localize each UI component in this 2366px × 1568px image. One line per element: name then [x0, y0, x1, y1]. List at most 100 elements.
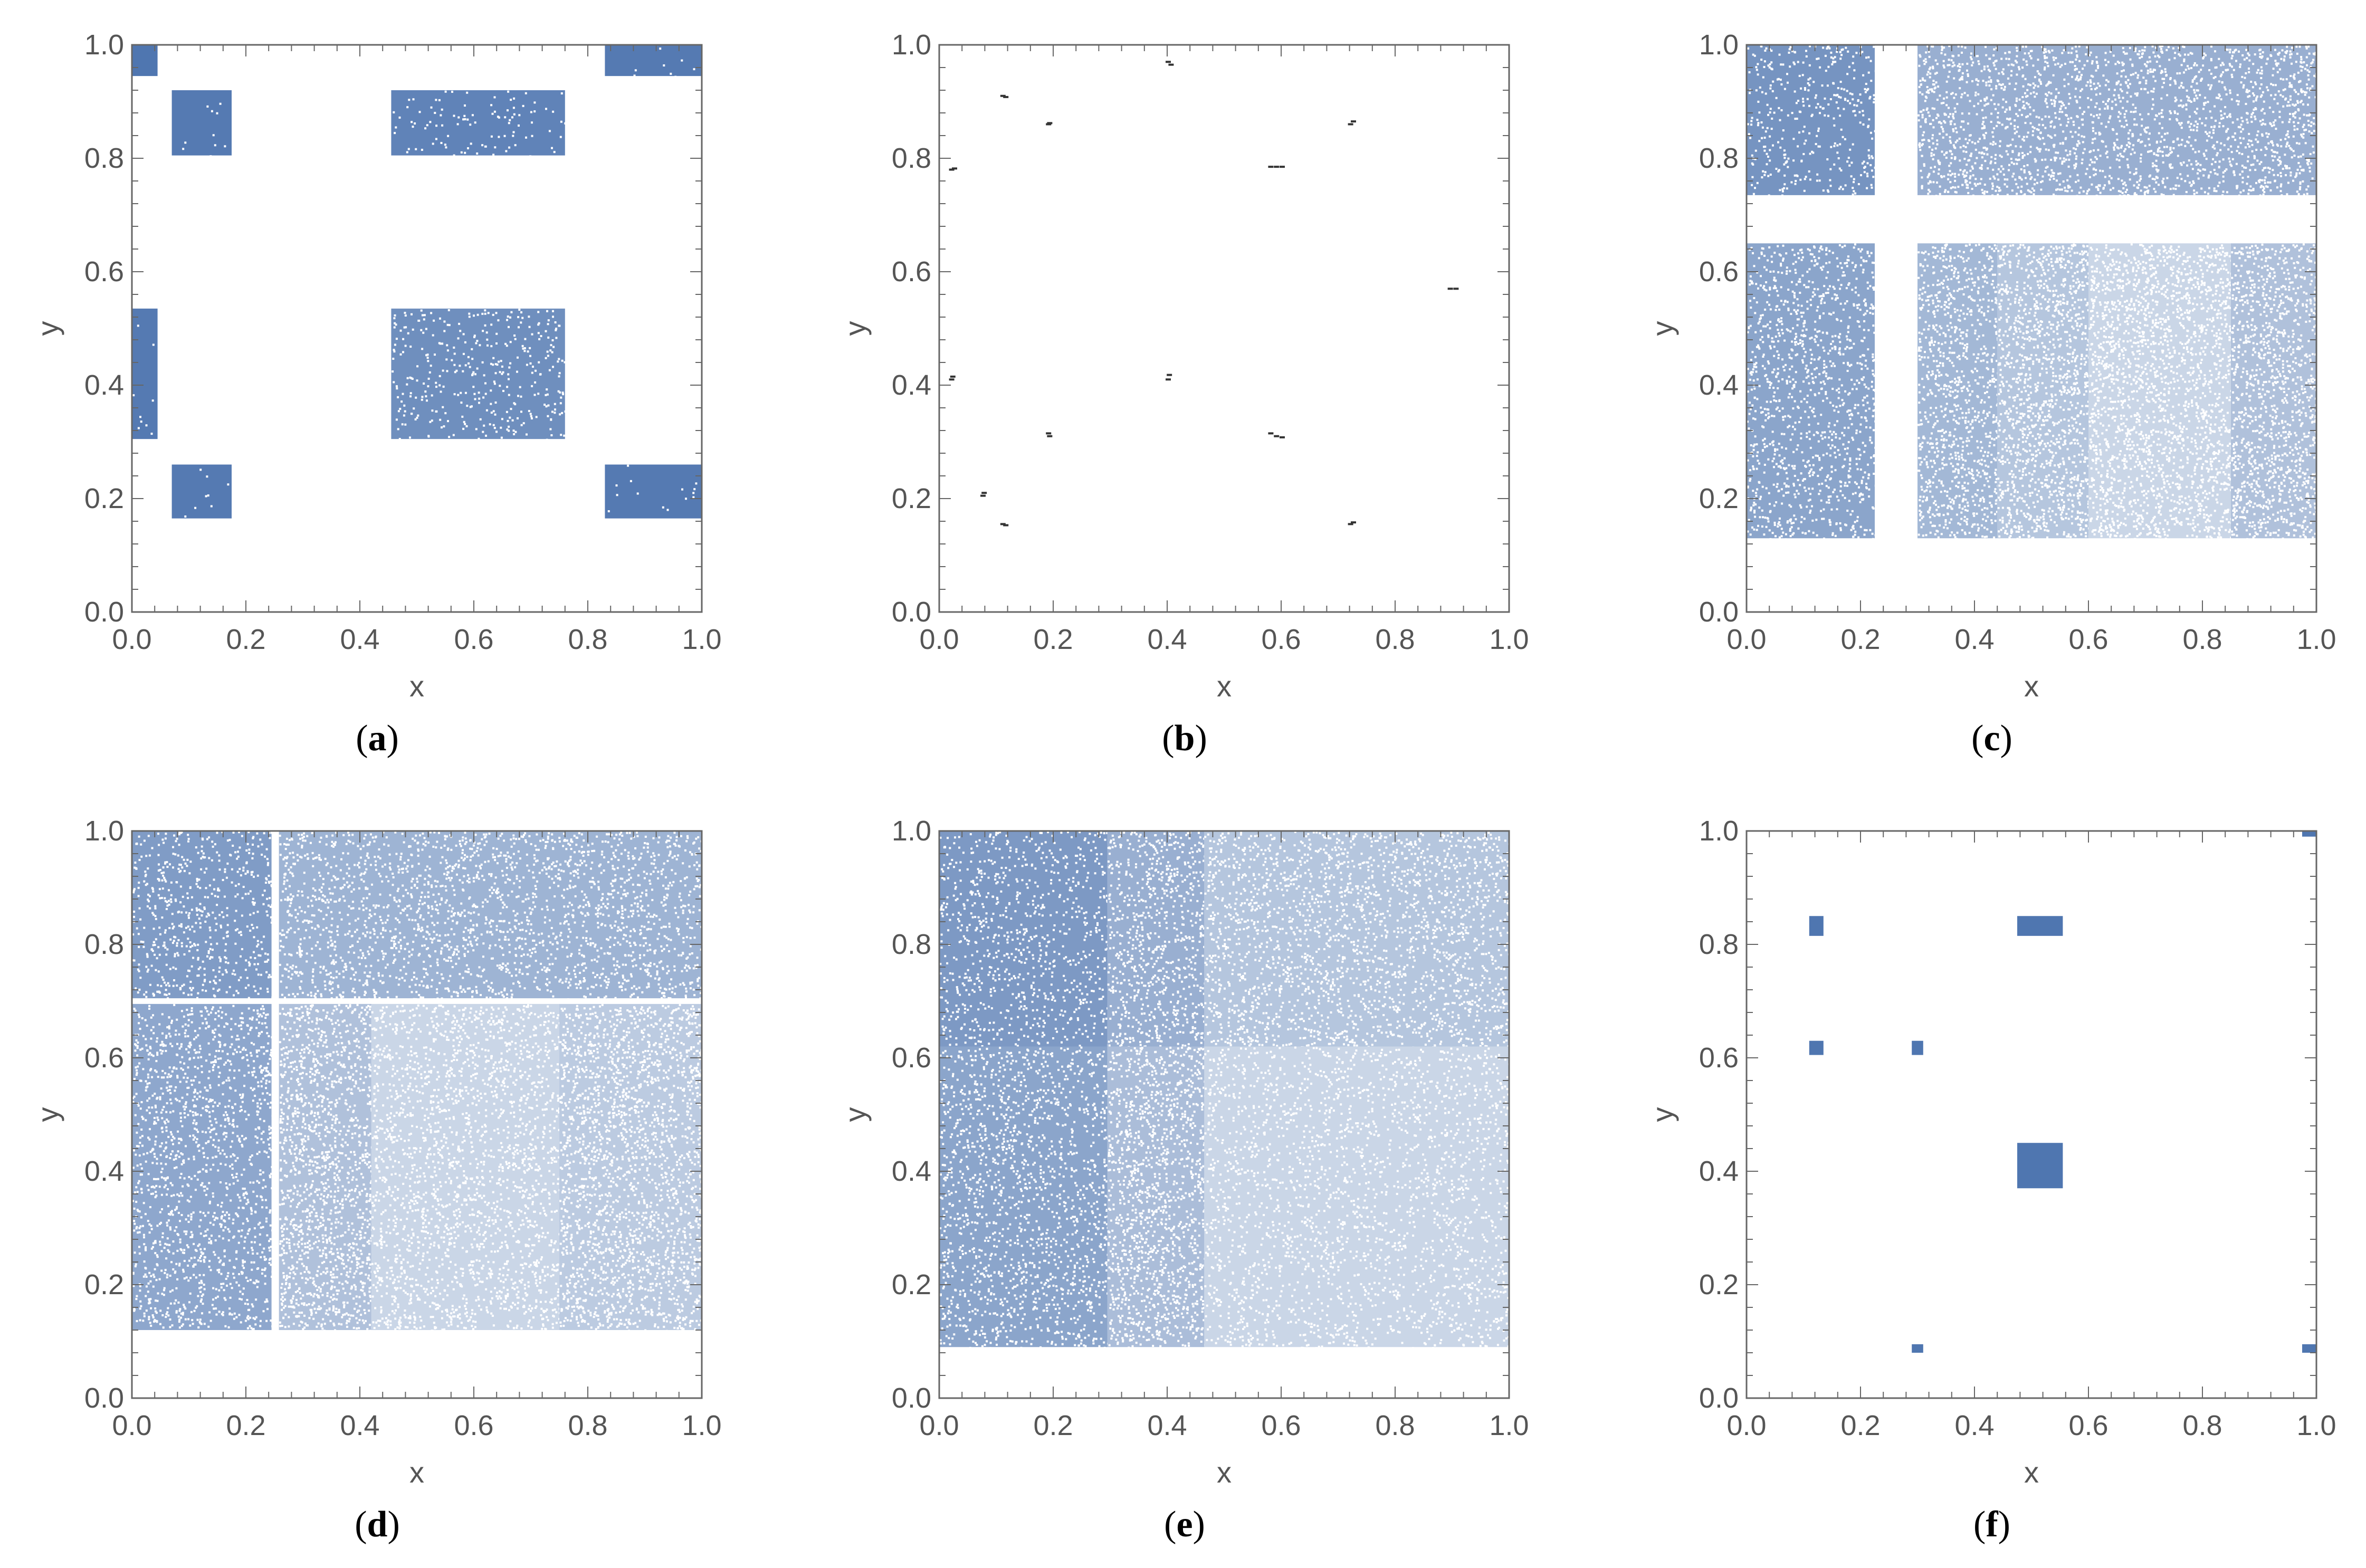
data-point [1274, 435, 1280, 437]
x-tick-label: 0.6 [454, 1410, 493, 1441]
y-tick-label: 1.0 [892, 815, 931, 847]
point-region [1912, 1344, 1923, 1353]
y-tick-label: 0.8 [84, 142, 124, 174]
y-tick-label: 0.0 [84, 596, 124, 628]
panel-c: 0.0 0.2 0.4 0.6 0.8 1.0 0.0 0.2 0.4 0.6 0.8 1.0 x y [1646, 29, 2336, 703]
y-tick-label: 0.0 [1699, 1382, 1739, 1414]
panel-e: 0.0 0.2 0.4 0.6 0.8 1.0 0.0 0.2 0.4 0.6 0.8 1.0 x y [838, 815, 1529, 1489]
y-tick-label: 0.2 [84, 483, 124, 514]
x-tick-label: 0.8 [568, 1410, 607, 1441]
data-point [1003, 524, 1009, 527]
point-region [371, 1003, 561, 1332]
data-point [1274, 166, 1280, 168]
x-tick-label: 0.0 [112, 1410, 151, 1441]
x-tick-label: 0.4 [1147, 1410, 1187, 1441]
data-point [1348, 123, 1353, 126]
x-tick-label: 0.6 [454, 624, 493, 655]
x-tick-label: 0.2 [1840, 1410, 1880, 1441]
panel-a: 0.0 0.2 0.4 0.6 0.8 1.0 0.0 0.2 0.4 0.6 0.8 1.0 x y [31, 29, 722, 703]
x-tick-label: 0.6 [2068, 624, 2108, 655]
data-point [1046, 432, 1052, 435]
data-point [1003, 95, 1009, 98]
point-region [2231, 243, 2319, 540]
y-tick-label: 0.2 [892, 1269, 931, 1301]
y-axis-label: y [31, 1107, 64, 1122]
x-tick-label: 0.0 [112, 624, 151, 655]
x-tick-label: 0.8 [568, 624, 607, 655]
y-tick-label: 0.8 [1699, 929, 1739, 960]
data-point [1447, 288, 1453, 290]
x-tick-label: 0.6 [2068, 1410, 2108, 1441]
y-tick-label: 0.0 [1699, 596, 1739, 628]
y-tick-label: 0.2 [1699, 483, 1739, 514]
data-point [1280, 436, 1285, 438]
plot-frame [131, 830, 703, 1399]
x-tick-label: 0.4 [340, 1410, 379, 1441]
x-axis-label: x [409, 670, 424, 703]
x-tick-label: 0.6 [1261, 1410, 1301, 1441]
data-point [1166, 61, 1171, 63]
data-point [1268, 432, 1274, 435]
y-tick-label: 0.8 [84, 929, 124, 960]
data-point [980, 494, 986, 497]
y-tick-label: 0.4 [1699, 1155, 1739, 1187]
data-point [1166, 378, 1171, 381]
point-region [1917, 243, 2000, 540]
point-region [1107, 831, 1206, 1048]
x-tick-label: 1.0 [682, 624, 721, 655]
y-tick-label: 0.0 [84, 1382, 124, 1414]
x-tick-label: 0.8 [1375, 1410, 1415, 1441]
caption-c: (c) [1971, 718, 2012, 759]
data-point [949, 168, 955, 171]
y-tick-label: 0.0 [892, 1382, 931, 1414]
x-tick-label: 0.4 [1954, 624, 1994, 655]
point-region [1809, 1040, 1824, 1055]
data-point [949, 378, 955, 381]
data-point [1047, 122, 1053, 125]
point-region [391, 308, 567, 441]
x-tick-label: 0.2 [1033, 624, 1073, 655]
y-tick-label: 0.6 [1699, 256, 1739, 288]
data-point [981, 492, 987, 494]
y-tick-label: 0.6 [84, 1042, 124, 1074]
y-tick-label: 0.0 [892, 596, 931, 628]
y-tick-label: 1.0 [892, 29, 931, 61]
point-region [939, 831, 1110, 1047]
y-tick-label: 1.0 [1699, 815, 1739, 847]
panel-f: 0.0 0.2 0.4 0.6 0.8 1.0 0.0 0.2 0.4 0.6 0.8 1.0 x y [1646, 815, 2336, 1489]
point-region [559, 1003, 704, 1332]
point-region [2017, 916, 2063, 936]
point-region [132, 45, 158, 77]
point-region [605, 464, 702, 519]
y-tick-label: 1.0 [84, 29, 124, 61]
panel-b: 0.0 0.2 0.4 0.6 0.8 1.0 0.0 0.2 0.4 0.6 0.8 1.0 x y [838, 29, 1529, 703]
data-point [1047, 435, 1053, 437]
caption-d: (d) [355, 1504, 400, 1545]
data-point [1000, 94, 1006, 97]
point-region [939, 1046, 1110, 1350]
x-tick-label: 0.2 [1033, 1410, 1073, 1441]
point-region [1997, 243, 2091, 541]
y-tick-label: 1.0 [84, 815, 124, 847]
x-tick-label: 1.0 [682, 1410, 721, 1441]
plot-frame [938, 44, 1510, 613]
x-axis-label: x [1217, 670, 1232, 703]
panel-d: 0.0 0.2 0.4 0.6 0.8 1.0 0.0 0.2 0.4 0.6 0.8 1.0 x y [31, 815, 722, 1489]
x-tick-label: 0.0 [1726, 1410, 1766, 1441]
x-tick-label: 0.8 [2182, 624, 2222, 655]
y-tick-label: 0.8 [1699, 142, 1739, 174]
data-point [1351, 120, 1356, 123]
data-point [1168, 63, 1174, 66]
point-region [605, 45, 702, 78]
point-region [2088, 243, 2233, 541]
point-region [1809, 916, 1824, 936]
y-tick-label: 0.6 [84, 256, 124, 288]
point-region [171, 90, 232, 158]
x-tick-label: 0.2 [226, 1410, 265, 1441]
x-tick-label: 0.4 [1147, 624, 1187, 655]
point-region [1747, 243, 1877, 541]
y-tick-label: 0.4 [892, 1155, 931, 1187]
y-tick-label: 0.4 [84, 1155, 124, 1187]
point-region [1107, 1046, 1207, 1349]
point-region [1747, 45, 1877, 197]
